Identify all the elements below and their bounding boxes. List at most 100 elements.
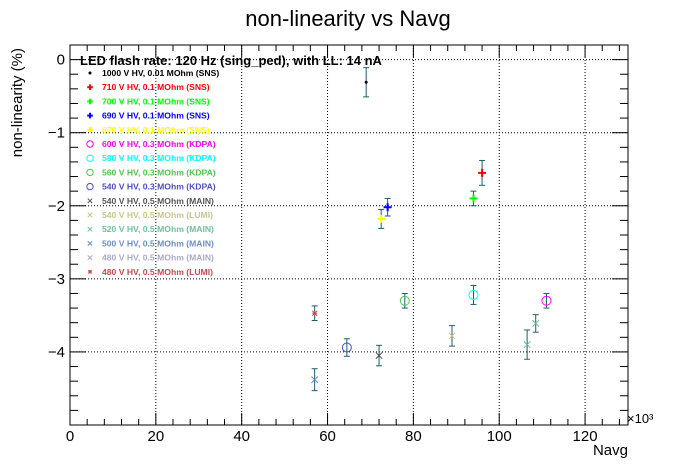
legend-entry: 1000 V HV, 0.01 MOhm (SNS) bbox=[88, 68, 219, 78]
legend-entry: 690 V HV, 0.1 MOhm (SNS) bbox=[87, 111, 210, 121]
marker-circle bbox=[86, 168, 94, 177]
marker-circle bbox=[468, 289, 479, 300]
chart-title: non-linearity vs Navg bbox=[245, 6, 450, 31]
legend-marker bbox=[86, 154, 94, 162]
legend-marker bbox=[86, 140, 94, 148]
legend-marker bbox=[87, 269, 93, 274]
x-tick-label: 40 bbox=[233, 428, 250, 445]
legend-label: 520 V HV, 0.5 MOhm (MAIN) bbox=[102, 224, 214, 234]
marker-x-b bbox=[87, 212, 93, 218]
data-point bbox=[341, 338, 352, 357]
x-tick-label: 60 bbox=[319, 428, 336, 445]
marker-circle bbox=[86, 154, 94, 162]
data-point bbox=[311, 368, 319, 392]
legend-marker bbox=[87, 255, 93, 261]
x-tick-label: 0 bbox=[66, 428, 74, 445]
point-marker bbox=[469, 194, 478, 203]
legend-marker bbox=[87, 226, 93, 232]
legend-marker bbox=[87, 198, 93, 204]
marker-dot bbox=[88, 71, 92, 75]
legend-label: 580 V HV, 0.3 MOhm (KDPA) bbox=[102, 153, 216, 163]
point-marker bbox=[311, 376, 319, 384]
legend-marker bbox=[87, 240, 93, 246]
x-multiplier: ×10³ bbox=[627, 411, 654, 426]
legend-marker bbox=[87, 212, 93, 218]
y-tick-label: −2 bbox=[48, 198, 65, 215]
legend-label: 480 V HV, 0.5 MOhm (LUMI) bbox=[102, 267, 213, 277]
data-point bbox=[383, 197, 392, 217]
point-marker bbox=[523, 341, 531, 349]
legend-marker bbox=[86, 168, 94, 177]
marker-dot bbox=[364, 80, 368, 84]
marker-circle bbox=[341, 342, 352, 353]
data-point bbox=[468, 284, 479, 305]
legend-entry: 520 V HV, 0.5 MOhm (MAIN) bbox=[87, 224, 214, 234]
point-marker bbox=[377, 214, 386, 223]
legend-marker bbox=[87, 98, 93, 105]
x-tick-label: 100 bbox=[487, 428, 512, 445]
axes: 0 20 40 60 80 100 120 0 −1 −2 −3 −4 bbox=[48, 44, 628, 445]
marker-x-b bbox=[532, 319, 540, 327]
legend-entry: 700 V HV, 0.1 MOhm (SNS) bbox=[87, 96, 210, 106]
x-axis-label: Navg bbox=[593, 442, 628, 459]
legend: 1000 V HV, 0.01 MOhm (SNS) 710 V HV, 0.1 … bbox=[86, 68, 219, 277]
data-point bbox=[478, 159, 487, 186]
legend-marker bbox=[87, 84, 93, 90]
legend-marker bbox=[87, 112, 93, 119]
legend-label: 700 V HV, 0.1 MOhm (SNS) bbox=[102, 96, 210, 106]
y-axis-label: non-linearity (%) bbox=[9, 48, 26, 157]
data-point bbox=[541, 292, 552, 309]
legend-label: 480 V HV, 0.5 MOhm (MAIN) bbox=[102, 253, 214, 263]
legend-label: 690 V HV, 0.1 MOhm (SNS) bbox=[102, 111, 210, 121]
legend-label: 540 V HV, 0.5 MOhm (MAIN) bbox=[102, 196, 214, 206]
point-marker bbox=[364, 80, 368, 84]
marker-star-b bbox=[311, 310, 318, 316]
legend-entry: 560 V HV, 0.3 MOhm (KDPA) bbox=[86, 167, 216, 177]
legend-entry: 540 V HV, 0.5 MOhm (LUMI) bbox=[87, 210, 213, 220]
legend-entry: 500 V HV, 0.5 MOhm (MAIN) bbox=[87, 238, 214, 248]
data-point bbox=[375, 344, 383, 367]
point-marker bbox=[311, 310, 318, 316]
legend-entry: 540 V HV, 0.5 MOhm (MAIN) bbox=[87, 196, 214, 206]
legend-label: 500 V HV, 0.5 MOhm (MAIN) bbox=[102, 238, 214, 248]
legend-label: 670 V HV, 0.1 MOhm (SNS) bbox=[102, 125, 210, 135]
point-marker bbox=[399, 295, 410, 306]
x-tick-label: 80 bbox=[405, 428, 422, 445]
legend-entry: 670 V HV, 0.1 MOhm (SNS) bbox=[87, 125, 210, 135]
point-marker bbox=[468, 289, 479, 300]
x-tick-label: 120 bbox=[573, 428, 598, 445]
point-marker bbox=[341, 342, 352, 353]
data-point bbox=[363, 67, 370, 98]
legend-label: 560 V HV, 0.3 MOhm (KDPA) bbox=[102, 167, 216, 177]
legend-label: 600 V HV, 0.3 MOhm (KDPA) bbox=[102, 139, 216, 149]
legend-label: 540 V HV, 0.5 MOhm (LUMI) bbox=[102, 210, 213, 220]
data-point bbox=[311, 305, 318, 321]
y-tick-label: −4 bbox=[48, 344, 65, 361]
data-point bbox=[469, 190, 478, 207]
marker-x-b bbox=[311, 376, 319, 384]
legend-marker bbox=[88, 71, 92, 75]
marker-circle bbox=[86, 140, 94, 148]
legend-marker bbox=[86, 182, 94, 191]
data-point bbox=[399, 292, 410, 309]
marker-x-b bbox=[375, 352, 383, 360]
marker-circle bbox=[541, 295, 552, 306]
data-point bbox=[523, 329, 531, 360]
legend-entry: 480 V HV, 0.5 MOhm (MAIN) bbox=[87, 253, 214, 263]
point-marker bbox=[478, 168, 487, 177]
legend-marker bbox=[87, 127, 93, 133]
marker-x-b bbox=[448, 332, 456, 340]
x-tick-label: 20 bbox=[148, 428, 165, 445]
legend-entry: 540 V HV, 0.3 MOhm (KDPA) bbox=[86, 182, 216, 192]
data-point bbox=[532, 314, 540, 333]
data-points bbox=[311, 67, 552, 392]
legend-entry: 600 V HV, 0.3 MOhm (KDPA) bbox=[86, 139, 216, 149]
marker-circle bbox=[399, 295, 410, 306]
data-point bbox=[377, 208, 386, 229]
point-marker bbox=[375, 352, 383, 360]
y-tick-label: 0 bbox=[57, 52, 65, 69]
marker-x-b bbox=[87, 240, 93, 246]
marker-x-b bbox=[523, 341, 531, 349]
legend-entry: 480 V HV, 0.5 MOhm (LUMI) bbox=[87, 267, 213, 277]
